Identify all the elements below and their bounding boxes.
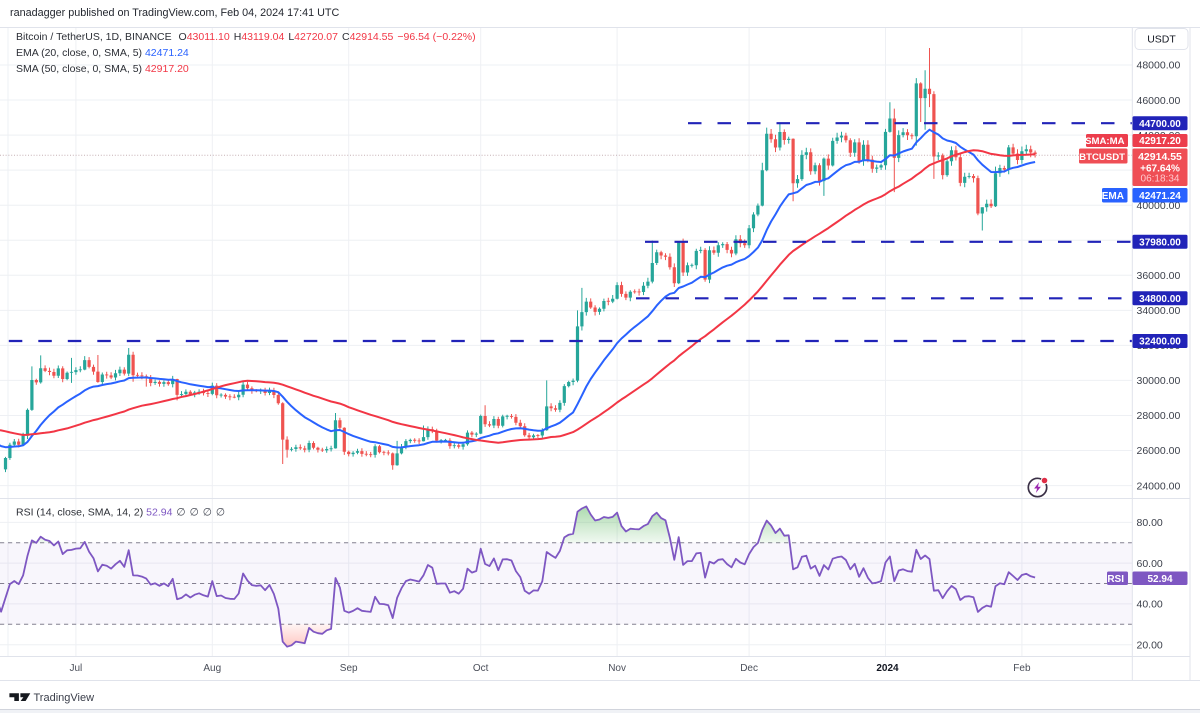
svg-text:Sep: Sep [340, 663, 358, 674]
svg-text:42914.55: 42914.55 [1138, 151, 1182, 163]
svg-text:EMA: EMA [1102, 191, 1124, 202]
svg-text:EMA (20, close, 0, SMA, 5) 424: EMA (20, close, 0, SMA, 5) 42471.24 [16, 47, 189, 59]
svg-text:34000.00: 34000.00 [1137, 305, 1181, 317]
svg-text:Feb: Feb [1013, 663, 1031, 674]
svg-text:30000.00: 30000.00 [1137, 375, 1181, 387]
svg-text:28000.00: 28000.00 [1137, 410, 1181, 422]
svg-text:80.00: 80.00 [1137, 517, 1163, 529]
svg-text:TradingView: TradingView [34, 692, 95, 704]
svg-text:34800.00: 34800.00 [1139, 294, 1181, 305]
svg-text:24000.00: 24000.00 [1137, 480, 1181, 492]
svg-text:20.00: 20.00 [1137, 639, 1163, 651]
svg-text:USDT: USDT [1147, 34, 1176, 46]
svg-text:42917.20: 42917.20 [1139, 136, 1181, 147]
svg-text:32400.00: 32400.00 [1139, 337, 1181, 348]
svg-text:ranadagger published on Tradin: ranadagger published on TradingView.com,… [10, 7, 340, 19]
svg-text:2024: 2024 [876, 663, 899, 674]
svg-text:SMA:MA: SMA:MA [1085, 136, 1125, 147]
svg-text:Bitcoin / TetherUS, 1D, BINANC: Bitcoin / TetherUS, 1D, BINANCE O43011.1… [16, 31, 476, 43]
svg-text:SMA (50, close, 0, SMA, 5) 429: SMA (50, close, 0, SMA, 5) 42917.20 [16, 63, 189, 75]
svg-text:48000.00: 48000.00 [1137, 60, 1181, 72]
svg-text:46000.00: 46000.00 [1137, 95, 1181, 107]
svg-text:37980.00: 37980.00 [1139, 237, 1181, 248]
svg-text:RSI (14, close, SMA, 14, 2) 52: RSI (14, close, SMA, 14, 2) 52.94 ∅ ∅ ∅ ∅ [16, 507, 225, 519]
svg-text:44700.00: 44700.00 [1139, 119, 1181, 130]
svg-text:42471.24: 42471.24 [1139, 191, 1181, 202]
svg-text:40.00: 40.00 [1137, 599, 1163, 611]
svg-text:Oct: Oct [473, 663, 489, 674]
svg-text:Jul: Jul [70, 663, 83, 674]
svg-text:Nov: Nov [608, 663, 626, 674]
svg-text:RSI: RSI [1107, 574, 1124, 585]
svg-text:Dec: Dec [740, 663, 758, 674]
svg-text:52.94: 52.94 [1147, 574, 1172, 585]
svg-text:36000.00: 36000.00 [1137, 270, 1181, 282]
svg-text:+67.64%: +67.64% [1140, 164, 1180, 175]
svg-text:26000.00: 26000.00 [1137, 445, 1181, 457]
svg-text:60.00: 60.00 [1137, 558, 1163, 570]
svg-text:BTCUSDT: BTCUSDT [1079, 152, 1125, 163]
svg-text:40000.00: 40000.00 [1137, 200, 1181, 212]
svg-text:06:18:34: 06:18:34 [1141, 174, 1180, 185]
svg-text:Aug: Aug [203, 663, 221, 674]
